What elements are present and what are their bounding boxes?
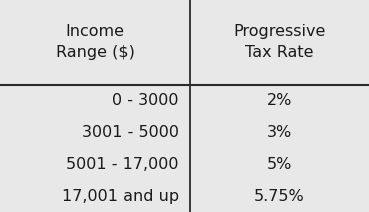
Text: 0 - 3000: 0 - 3000 <box>113 93 179 108</box>
Text: 5001 - 17,000: 5001 - 17,000 <box>66 157 179 172</box>
Text: 5%: 5% <box>267 157 292 172</box>
Text: 3001 - 5000: 3001 - 5000 <box>82 125 179 140</box>
Text: Progressive
Tax Rate: Progressive Tax Rate <box>233 24 326 60</box>
Text: 17,001 and up: 17,001 and up <box>62 189 179 204</box>
Text: 2%: 2% <box>267 93 292 108</box>
Text: Income
Range ($): Income Range ($) <box>56 24 134 60</box>
Text: 3%: 3% <box>267 125 292 140</box>
Text: 5.75%: 5.75% <box>254 189 305 204</box>
